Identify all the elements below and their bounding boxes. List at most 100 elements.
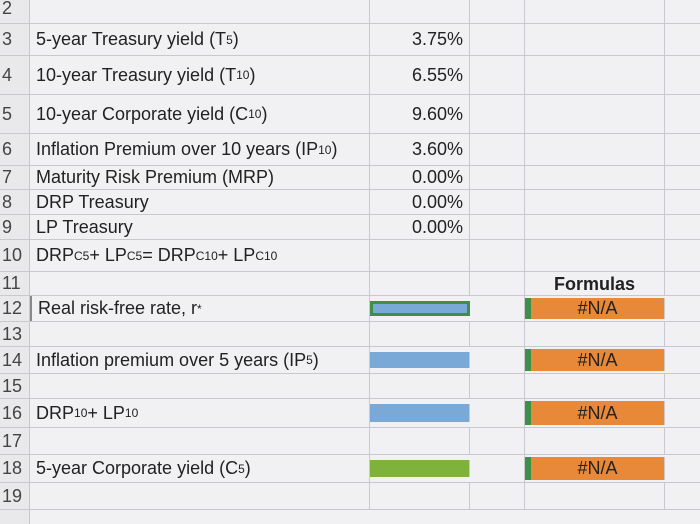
formula-cell[interactable] [525, 483, 665, 509]
row: 2 [0, 0, 700, 24]
formula-cell[interactable] [525, 215, 665, 239]
empty-cell[interactable] [665, 190, 700, 214]
value-cell[interactable] [370, 272, 470, 295]
label-cell[interactable] [30, 428, 370, 454]
value-cell[interactable]: 3.60% [370, 134, 470, 165]
label-cell[interactable]: 5-year Treasury yield (T 5) [30, 24, 370, 55]
label-sub: 10 [74, 406, 88, 420]
formula-cell[interactable] [525, 240, 665, 271]
label-cell[interactable]: Inflation Premium over 10 years (IP 10) [30, 134, 370, 165]
value-cell[interactable]: 6.55% [370, 56, 470, 94]
empty-cell[interactable] [470, 190, 525, 214]
empty-cell[interactable] [470, 272, 525, 295]
empty-cell[interactable] [470, 455, 525, 482]
value-cell[interactable] [370, 0, 470, 23]
empty-cell[interactable] [665, 428, 700, 454]
empty-cell[interactable] [470, 24, 525, 55]
formula-result: #N/A [577, 458, 618, 478]
empty-cell[interactable] [665, 347, 700, 373]
value-cell[interactable] [370, 322, 470, 346]
empty-cell[interactable] [470, 240, 525, 271]
empty-cell[interactable] [470, 166, 525, 189]
label-cell[interactable]: Inflation premium over 5 years (IP 5) [30, 347, 370, 373]
value-cell[interactable] [370, 301, 470, 316]
row: 17 [0, 428, 700, 455]
empty-cell[interactable] [665, 240, 700, 271]
label-cell[interactable]: DRP C5 + LP C5 = DRP C10 + LP C10 [30, 240, 370, 271]
empty-cell[interactable] [665, 215, 700, 239]
label-cell[interactable]: LP Treasury [30, 215, 370, 239]
label-cell[interactable]: 10-year Treasury yield (T 10) [30, 56, 370, 94]
row-number: 18 [0, 455, 30, 482]
formula-cell[interactable] [525, 24, 665, 55]
row-number [0, 510, 30, 524]
empty-cell[interactable] [665, 322, 700, 346]
empty-cell[interactable] [470, 399, 525, 427]
label-cell[interactable]: Real risk-free rate, r * [30, 296, 370, 321]
empty-cell[interactable] [665, 399, 700, 427]
value-cell[interactable] [370, 352, 470, 368]
row-number: 5 [0, 95, 30, 133]
value-cell[interactable]: 9.60% [370, 95, 470, 133]
formula-cell[interactable]: #N/A [525, 298, 665, 319]
label-cell[interactable]: 10-year Corporate yield (C 10) [30, 95, 370, 133]
empty-cell[interactable] [665, 95, 700, 133]
row-number: 8 [0, 190, 30, 214]
value-cell[interactable] [370, 460, 470, 477]
empty-cell[interactable] [665, 24, 700, 55]
empty-cell[interactable] [665, 272, 700, 295]
value-cell[interactable] [370, 404, 470, 422]
label-cell[interactable]: 5-year Corporate yield (C 5) [30, 455, 370, 482]
label-cell[interactable]: DRP Treasury [30, 190, 370, 214]
empty-cell[interactable] [470, 322, 525, 346]
empty-cell[interactable] [470, 215, 525, 239]
empty-cell[interactable] [665, 134, 700, 165]
label-cell[interactable] [30, 0, 370, 23]
empty-cell[interactable] [470, 428, 525, 454]
value-cell[interactable] [370, 483, 470, 509]
formula-cell[interactable] [525, 166, 665, 189]
empty-cell[interactable] [470, 56, 525, 94]
value-cell[interactable]: 0.00% [370, 166, 470, 189]
formula-cell[interactable] [525, 95, 665, 133]
value-cell[interactable]: 0.00% [370, 215, 470, 239]
label-cell[interactable] [30, 272, 370, 295]
empty-cell[interactable] [470, 0, 525, 23]
empty-cell[interactable] [470, 95, 525, 133]
empty-cell[interactable] [665, 166, 700, 189]
formula-cell[interactable]: Formulas [525, 272, 665, 295]
value-cell[interactable]: 3.75% [370, 24, 470, 55]
label-cell[interactable]: DRP 10 + LP 10 [30, 399, 370, 427]
formula-cell[interactable] [525, 322, 665, 346]
formula-cell[interactable] [525, 0, 665, 23]
label-cell[interactable] [30, 374, 370, 398]
empty-cell[interactable] [470, 483, 525, 509]
label-cell[interactable]: Maturity Risk Premium (MRP) [30, 166, 370, 189]
empty-cell[interactable] [470, 347, 525, 373]
formula-cell[interactable] [525, 134, 665, 165]
formula-cell[interactable]: #N/A [525, 457, 665, 480]
formula-cell[interactable] [525, 56, 665, 94]
empty-cell[interactable] [665, 56, 700, 94]
label-cell[interactable] [30, 483, 370, 509]
value-cell[interactable] [370, 240, 470, 271]
empty-cell[interactable] [470, 374, 525, 398]
formula-cell[interactable]: #N/A [525, 401, 665, 425]
value-cell[interactable] [370, 428, 470, 454]
label-cell[interactable] [30, 322, 370, 346]
empty-cell[interactable] [665, 483, 700, 509]
empty-cell[interactable] [470, 296, 525, 321]
label-text: + LP [89, 245, 127, 265]
empty-cell[interactable] [470, 134, 525, 165]
formula-cell[interactable] [525, 374, 665, 398]
empty-cell[interactable] [665, 296, 700, 321]
value-cell[interactable] [370, 374, 470, 398]
empty-cell[interactable] [665, 0, 700, 23]
label-sub: 10 [124, 406, 139, 420]
formula-cell[interactable] [525, 190, 665, 214]
empty-cell[interactable] [665, 374, 700, 398]
formula-cell[interactable]: #N/A [525, 349, 665, 371]
formula-cell[interactable] [525, 428, 665, 454]
empty-cell[interactable] [665, 455, 700, 482]
value-cell[interactable]: 0.00% [370, 190, 470, 214]
